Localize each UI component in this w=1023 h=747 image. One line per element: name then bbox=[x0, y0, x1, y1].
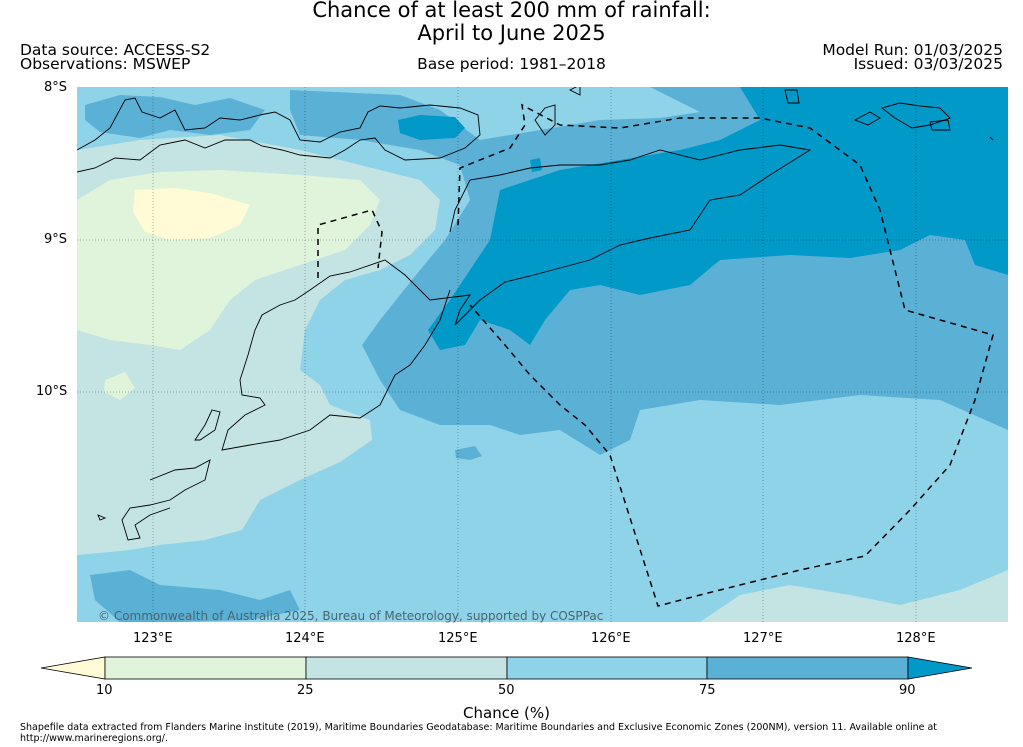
colorbar-tick-90: 90 bbox=[899, 683, 916, 698]
lon-label-126e: 126°E bbox=[591, 631, 631, 646]
lon-label-123e: 123°E bbox=[133, 631, 173, 646]
lon-label-127e: 127°E bbox=[743, 631, 783, 646]
colorbar-segment-below-10 bbox=[40, 656, 106, 680]
model-run-label: Model Run: 01/03/2025 bbox=[822, 41, 1003, 59]
contour-10-25-blip bbox=[104, 372, 135, 400]
lat-label-10s: 10°S bbox=[36, 384, 68, 399]
colorbar-tick-50: 50 bbox=[498, 683, 515, 698]
map-title-line2: April to June 2025 bbox=[417, 21, 606, 45]
contour-above-90-north bbox=[398, 115, 465, 140]
map-title-line1: Chance of at least 200 mm of rainfall: bbox=[312, 0, 711, 22]
contour-25-50-south bbox=[700, 570, 1008, 622]
colorbar bbox=[40, 656, 973, 680]
base-period-label: Base period: 1981–2018 bbox=[417, 55, 606, 73]
lon-label-125e: 125°E bbox=[438, 631, 478, 646]
coastlines bbox=[77, 87, 994, 541]
contour-above-90-small bbox=[530, 158, 542, 172]
eez-boundary bbox=[317, 103, 994, 607]
colorbar-label: Chance (%) bbox=[463, 704, 550, 722]
colorbar-tick-10: 10 bbox=[96, 683, 113, 698]
contour-75-90-nw bbox=[85, 95, 265, 138]
colorbar-segment-above-90 bbox=[907, 656, 973, 680]
contour-above-90-blip bbox=[455, 446, 482, 460]
colorbar-segment-50-75 bbox=[506, 656, 708, 680]
issued-label: Issued: 03/03/2025 bbox=[853, 55, 1003, 73]
lon-label-124e: 124°E bbox=[285, 631, 325, 646]
colorbar-segment-10-25 bbox=[104, 656, 307, 680]
contour-75-90-south bbox=[90, 570, 300, 622]
copyright-notice: © Commonwealth of Australia 2025, Bureau… bbox=[98, 609, 604, 623]
contour-above-90 bbox=[428, 87, 1008, 350]
lon-label-128e: 128°E bbox=[896, 631, 936, 646]
lat-label-8s: 8°S bbox=[44, 80, 68, 95]
colorbar-tick-75: 75 bbox=[699, 683, 716, 698]
colorbar-segment-75-90 bbox=[706, 656, 909, 680]
graticule bbox=[77, 87, 1008, 622]
probability-contours bbox=[77, 87, 1008, 622]
lat-label-9s: 9°S bbox=[44, 232, 68, 247]
data-source-label: Data source: ACCESS-S2 bbox=[20, 41, 211, 59]
observations-label: Observations: MSWEP bbox=[20, 55, 191, 73]
shapefile-footnote: Shapefile data extracted from Flanders M… bbox=[20, 722, 938, 744]
colorbar-tick-25: 25 bbox=[297, 683, 314, 698]
colorbar-segment-25-50 bbox=[305, 656, 508, 680]
contour-below-10 bbox=[133, 188, 250, 240]
